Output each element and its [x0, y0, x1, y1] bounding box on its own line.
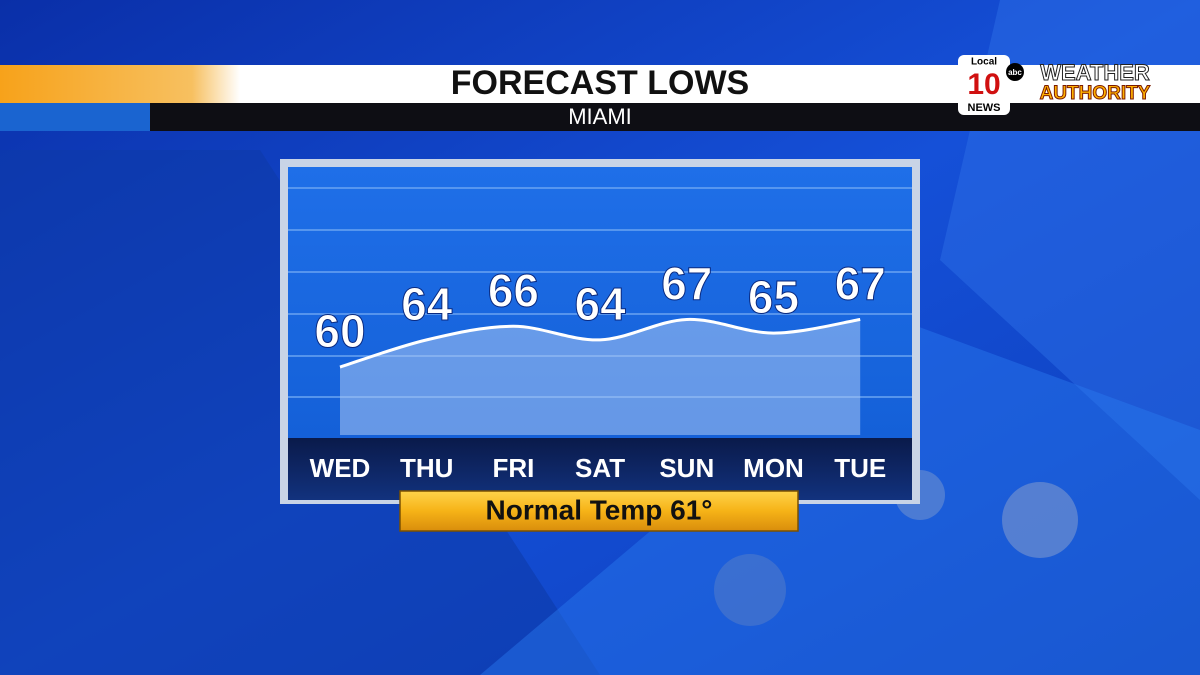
x-tick-label: THU	[400, 453, 453, 483]
data-label: 60	[314, 305, 365, 357]
x-tick-label: WED	[310, 453, 371, 483]
data-label: 64	[575, 278, 627, 330]
data-label: 64	[401, 278, 453, 330]
x-tick-label: SAT	[575, 453, 625, 483]
logo-brand-bottom: AUTHORITY	[1040, 83, 1151, 104]
decor-sphere	[714, 554, 786, 626]
x-tick-label: FRI	[492, 453, 534, 483]
decor-sphere	[1002, 482, 1078, 558]
data-label: 66	[488, 264, 539, 316]
subtitle-bar-accent	[0, 103, 150, 131]
annotation: Normal Temp 61°	[486, 494, 713, 525]
marks: WED THU FRI SAT SUN MON TUE 60 64 66 64 67 65 67	[310, 257, 887, 483]
data-label: 65	[748, 271, 799, 323]
chart-subtitle: MIAMI	[568, 104, 632, 129]
annotation-box	[399, 490, 799, 532]
data-label: 67	[835, 258, 886, 310]
chart-title: FORECAST LOWS	[451, 64, 749, 102]
logo-network: abc	[1008, 68, 1022, 77]
logo-number: 10	[967, 68, 1000, 101]
logo-station: Local	[971, 57, 997, 68]
x-tick-label: MON	[743, 453, 804, 483]
logo-network-badge	[1006, 63, 1024, 81]
category-strip	[288, 438, 912, 500]
logo-news: NEWS	[968, 102, 1001, 114]
logo-box	[958, 55, 1010, 115]
line	[339, 317, 861, 369]
logo-brand-top: WEATHER	[1040, 60, 1150, 85]
area	[340, 319, 861, 435]
x-tick-label: SUN	[659, 453, 714, 483]
x-tick-label: TUE	[834, 453, 886, 483]
data-label: 67	[661, 258, 712, 310]
